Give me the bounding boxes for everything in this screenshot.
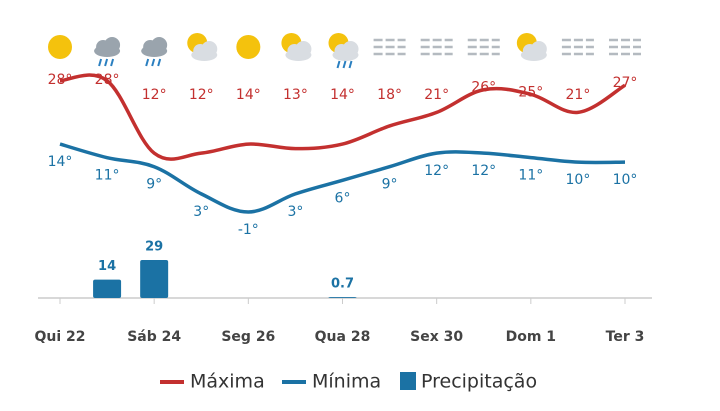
weather-icons bbox=[48, 33, 641, 69]
min-label: 10° bbox=[566, 172, 591, 188]
precip-bar bbox=[93, 279, 122, 298]
rain bbox=[342, 60, 347, 69]
x-tick-label: Ter 3 bbox=[606, 329, 645, 345]
bar-label: 29 bbox=[145, 239, 163, 254]
max-label: 28° bbox=[95, 72, 120, 88]
min-label: 12° bbox=[424, 163, 449, 179]
max-label: 21° bbox=[566, 87, 591, 103]
min-label: 14° bbox=[48, 154, 73, 170]
rain bbox=[151, 58, 156, 67]
legend-label: Máxima bbox=[190, 371, 265, 393]
x-tick-label: Dom 1 bbox=[506, 329, 556, 345]
max-label: 14° bbox=[236, 87, 261, 103]
min-label: 11° bbox=[518, 168, 543, 184]
max-label: 13° bbox=[283, 87, 308, 103]
cloud bbox=[151, 37, 168, 53]
x-tick-label: Qui 22 bbox=[34, 329, 85, 345]
x-tick-label: Sáb 24 bbox=[127, 329, 181, 345]
min-label: 3° bbox=[287, 204, 303, 220]
max-label: 12° bbox=[189, 87, 214, 103]
bar-label: 14 bbox=[98, 259, 116, 274]
min-label: 11° bbox=[95, 168, 120, 184]
max-label: 21° bbox=[424, 87, 449, 103]
max-line bbox=[59, 73, 626, 161]
x-tick-label: Qua 28 bbox=[315, 329, 371, 345]
min-label: 6° bbox=[335, 190, 351, 206]
max-label: 27° bbox=[613, 75, 638, 91]
min-label: 10° bbox=[613, 172, 638, 188]
min-label: -1° bbox=[238, 222, 259, 238]
x-tick-label: Sex 30 bbox=[410, 329, 463, 345]
cloud bbox=[104, 37, 121, 53]
cloud bbox=[201, 41, 218, 57]
rain bbox=[145, 58, 150, 67]
legend-label: Mínima bbox=[312, 371, 381, 393]
rain bbox=[157, 58, 162, 67]
min-line bbox=[59, 142, 626, 214]
precip-bar bbox=[140, 259, 169, 298]
max-label: 26° bbox=[471, 80, 496, 96]
min-label: 3° bbox=[193, 204, 209, 220]
legend-swatch bbox=[400, 372, 416, 390]
max-label: 25° bbox=[518, 84, 543, 100]
x-tick-label: Seg 26 bbox=[221, 329, 275, 345]
max-label: 12° bbox=[142, 87, 167, 103]
min-label: 9° bbox=[382, 177, 398, 193]
min-label: 9° bbox=[146, 177, 162, 193]
max-label: 14° bbox=[330, 87, 355, 103]
bar-label: 0.7 bbox=[331, 277, 354, 292]
precip-bar bbox=[328, 297, 357, 298]
rain bbox=[348, 60, 353, 69]
sun bbox=[48, 35, 72, 59]
min-label: 12° bbox=[471, 163, 496, 179]
cloud bbox=[342, 41, 359, 57]
max-label: 18° bbox=[377, 87, 402, 103]
rain bbox=[110, 58, 115, 67]
rain bbox=[336, 60, 341, 69]
rain bbox=[98, 58, 103, 67]
legend-label: Precipitação bbox=[421, 371, 537, 393]
rain bbox=[104, 58, 109, 67]
max-label: 28° bbox=[48, 72, 73, 88]
sun bbox=[236, 35, 261, 59]
cloud bbox=[530, 41, 547, 57]
cloud bbox=[295, 41, 312, 57]
